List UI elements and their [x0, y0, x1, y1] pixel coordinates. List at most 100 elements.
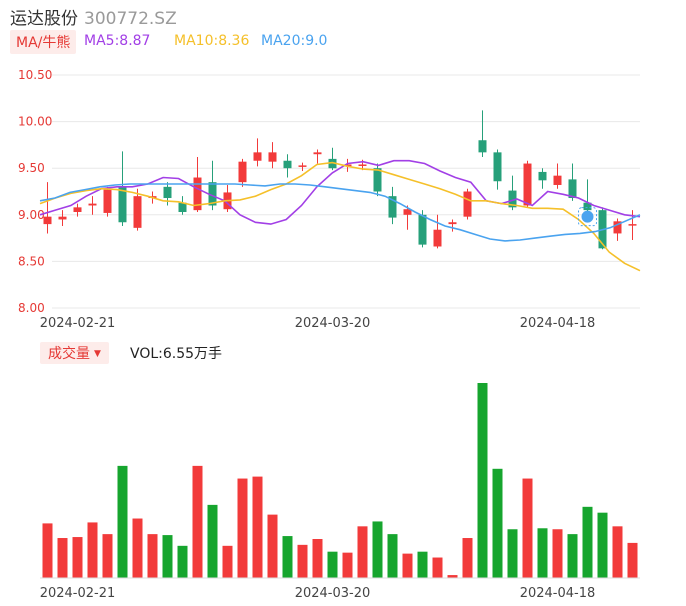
price-tick-label: 9.50	[18, 161, 45, 175]
date-tick-label: 2024-02-21	[40, 586, 116, 601]
date-tick-label: 2024-04-18	[520, 586, 596, 601]
volume-bar	[477, 383, 488, 578]
candle-body	[553, 175, 562, 185]
volume-bar	[42, 523, 53, 578]
volume-bar	[237, 478, 248, 578]
volume-bar	[612, 526, 623, 578]
volume-bar	[177, 545, 188, 578]
volume-bar	[192, 465, 203, 578]
date-tick-label: 2024-03-20	[295, 586, 371, 601]
ma-indicator-selector[interactable]: MA/牛熊	[10, 30, 77, 54]
candle-body	[433, 229, 442, 247]
dropdown-arrow-icon: ▼	[94, 349, 101, 359]
ma10-legend: MA10:8.36	[174, 33, 250, 49]
candle-body	[463, 191, 472, 217]
volume-bar	[117, 465, 128, 578]
volume-legend: 成交量 ▼ VOL:6.55万手	[40, 342, 222, 364]
volume-bar	[222, 545, 233, 578]
volume-bar	[387, 534, 398, 578]
volume-bar	[627, 542, 638, 578]
volume-bar	[327, 551, 338, 578]
candle-body	[358, 164, 367, 166]
date-tick-label: 2024-03-20	[295, 316, 371, 331]
volume-bar	[282, 536, 293, 578]
candle-body	[103, 189, 112, 213]
volume-indicator-selector[interactable]: 成交量 ▼	[40, 342, 109, 364]
volume-bar	[417, 551, 428, 578]
candle-body	[403, 209, 412, 215]
volume-bar	[312, 539, 323, 578]
price-tick-label: 9.00	[18, 208, 45, 222]
candle-body	[418, 214, 427, 245]
ma-legend: MA/牛熊 MA5:8.87 MA10:8.36 MA20:9.0	[10, 30, 327, 54]
volume-bar	[162, 535, 173, 578]
stock-code: 300772.SZ	[84, 9, 177, 29]
price-tick-label: 8.50	[18, 254, 45, 268]
candle-body	[313, 152, 322, 155]
candle-body	[238, 161, 247, 183]
volume-bar	[297, 544, 308, 578]
volume-bar	[252, 476, 263, 578]
candle-body	[253, 152, 262, 161]
candle-body	[118, 186, 127, 223]
date-tick-label: 2024-04-18	[520, 316, 596, 331]
candle-body	[133, 196, 142, 228]
volume-bar	[597, 512, 608, 578]
candle-body	[628, 224, 637, 226]
candle-body	[388, 196, 397, 218]
volume-bar	[87, 522, 98, 578]
volume-bar	[492, 468, 503, 578]
price-tick-label: 8.00	[18, 301, 45, 315]
candle-body	[208, 182, 217, 206]
volume-value: VOL:6.55万手	[130, 346, 223, 362]
volume-bar	[357, 526, 368, 578]
volume-bar	[582, 506, 593, 578]
volume-bar	[102, 534, 113, 578]
price-tick-label: 10.50	[18, 68, 52, 82]
ma20-legend: MA20:9.0	[261, 33, 328, 49]
volume-bar	[72, 537, 83, 578]
candle-body	[493, 152, 502, 182]
volume-bar	[522, 478, 533, 578]
ma10-line	[39, 161, 641, 272]
volume-bar	[132, 518, 143, 578]
crosshair-dot-icon	[581, 210, 594, 223]
candle-body	[613, 221, 622, 234]
candle-body	[538, 171, 547, 181]
volume-bar	[267, 514, 278, 578]
candle-body	[283, 160, 292, 169]
volume-bar	[567, 534, 578, 578]
candle-body	[58, 216, 67, 220]
volume-bar	[447, 575, 458, 578]
candle-body	[43, 216, 52, 225]
candle-body	[193, 177, 202, 211]
candle-body	[268, 152, 277, 162]
volume-bar	[147, 534, 158, 578]
candle-body	[298, 165, 307, 167]
candle-body	[448, 222, 457, 225]
candle-body	[478, 140, 487, 153]
candle-body	[583, 202, 592, 211]
price-tick-label: 10.00	[18, 115, 52, 129]
volume-bar	[207, 504, 218, 578]
candle-body	[73, 207, 82, 213]
candle-body	[328, 158, 337, 169]
candle-body	[508, 190, 517, 208]
volume-bar	[537, 528, 548, 578]
date-tick-label: 2024-02-21	[40, 316, 116, 331]
candle-body	[373, 168, 382, 192]
ma5-legend: MA5:8.87	[84, 33, 151, 49]
volume-bar	[402, 553, 413, 578]
candle-body	[568, 179, 577, 199]
stock-title: 运达股份 300772.SZ	[10, 4, 177, 29]
stock-name: 运达股份	[10, 9, 78, 29]
volume-bar	[57, 538, 68, 578]
ma5-line	[39, 159, 641, 225]
volume-bar	[552, 529, 563, 578]
candle-body	[88, 203, 97, 206]
candle-body	[163, 186, 172, 199]
volume-bar	[372, 521, 383, 578]
ma20-line	[39, 183, 641, 242]
volume-bar	[507, 529, 518, 578]
